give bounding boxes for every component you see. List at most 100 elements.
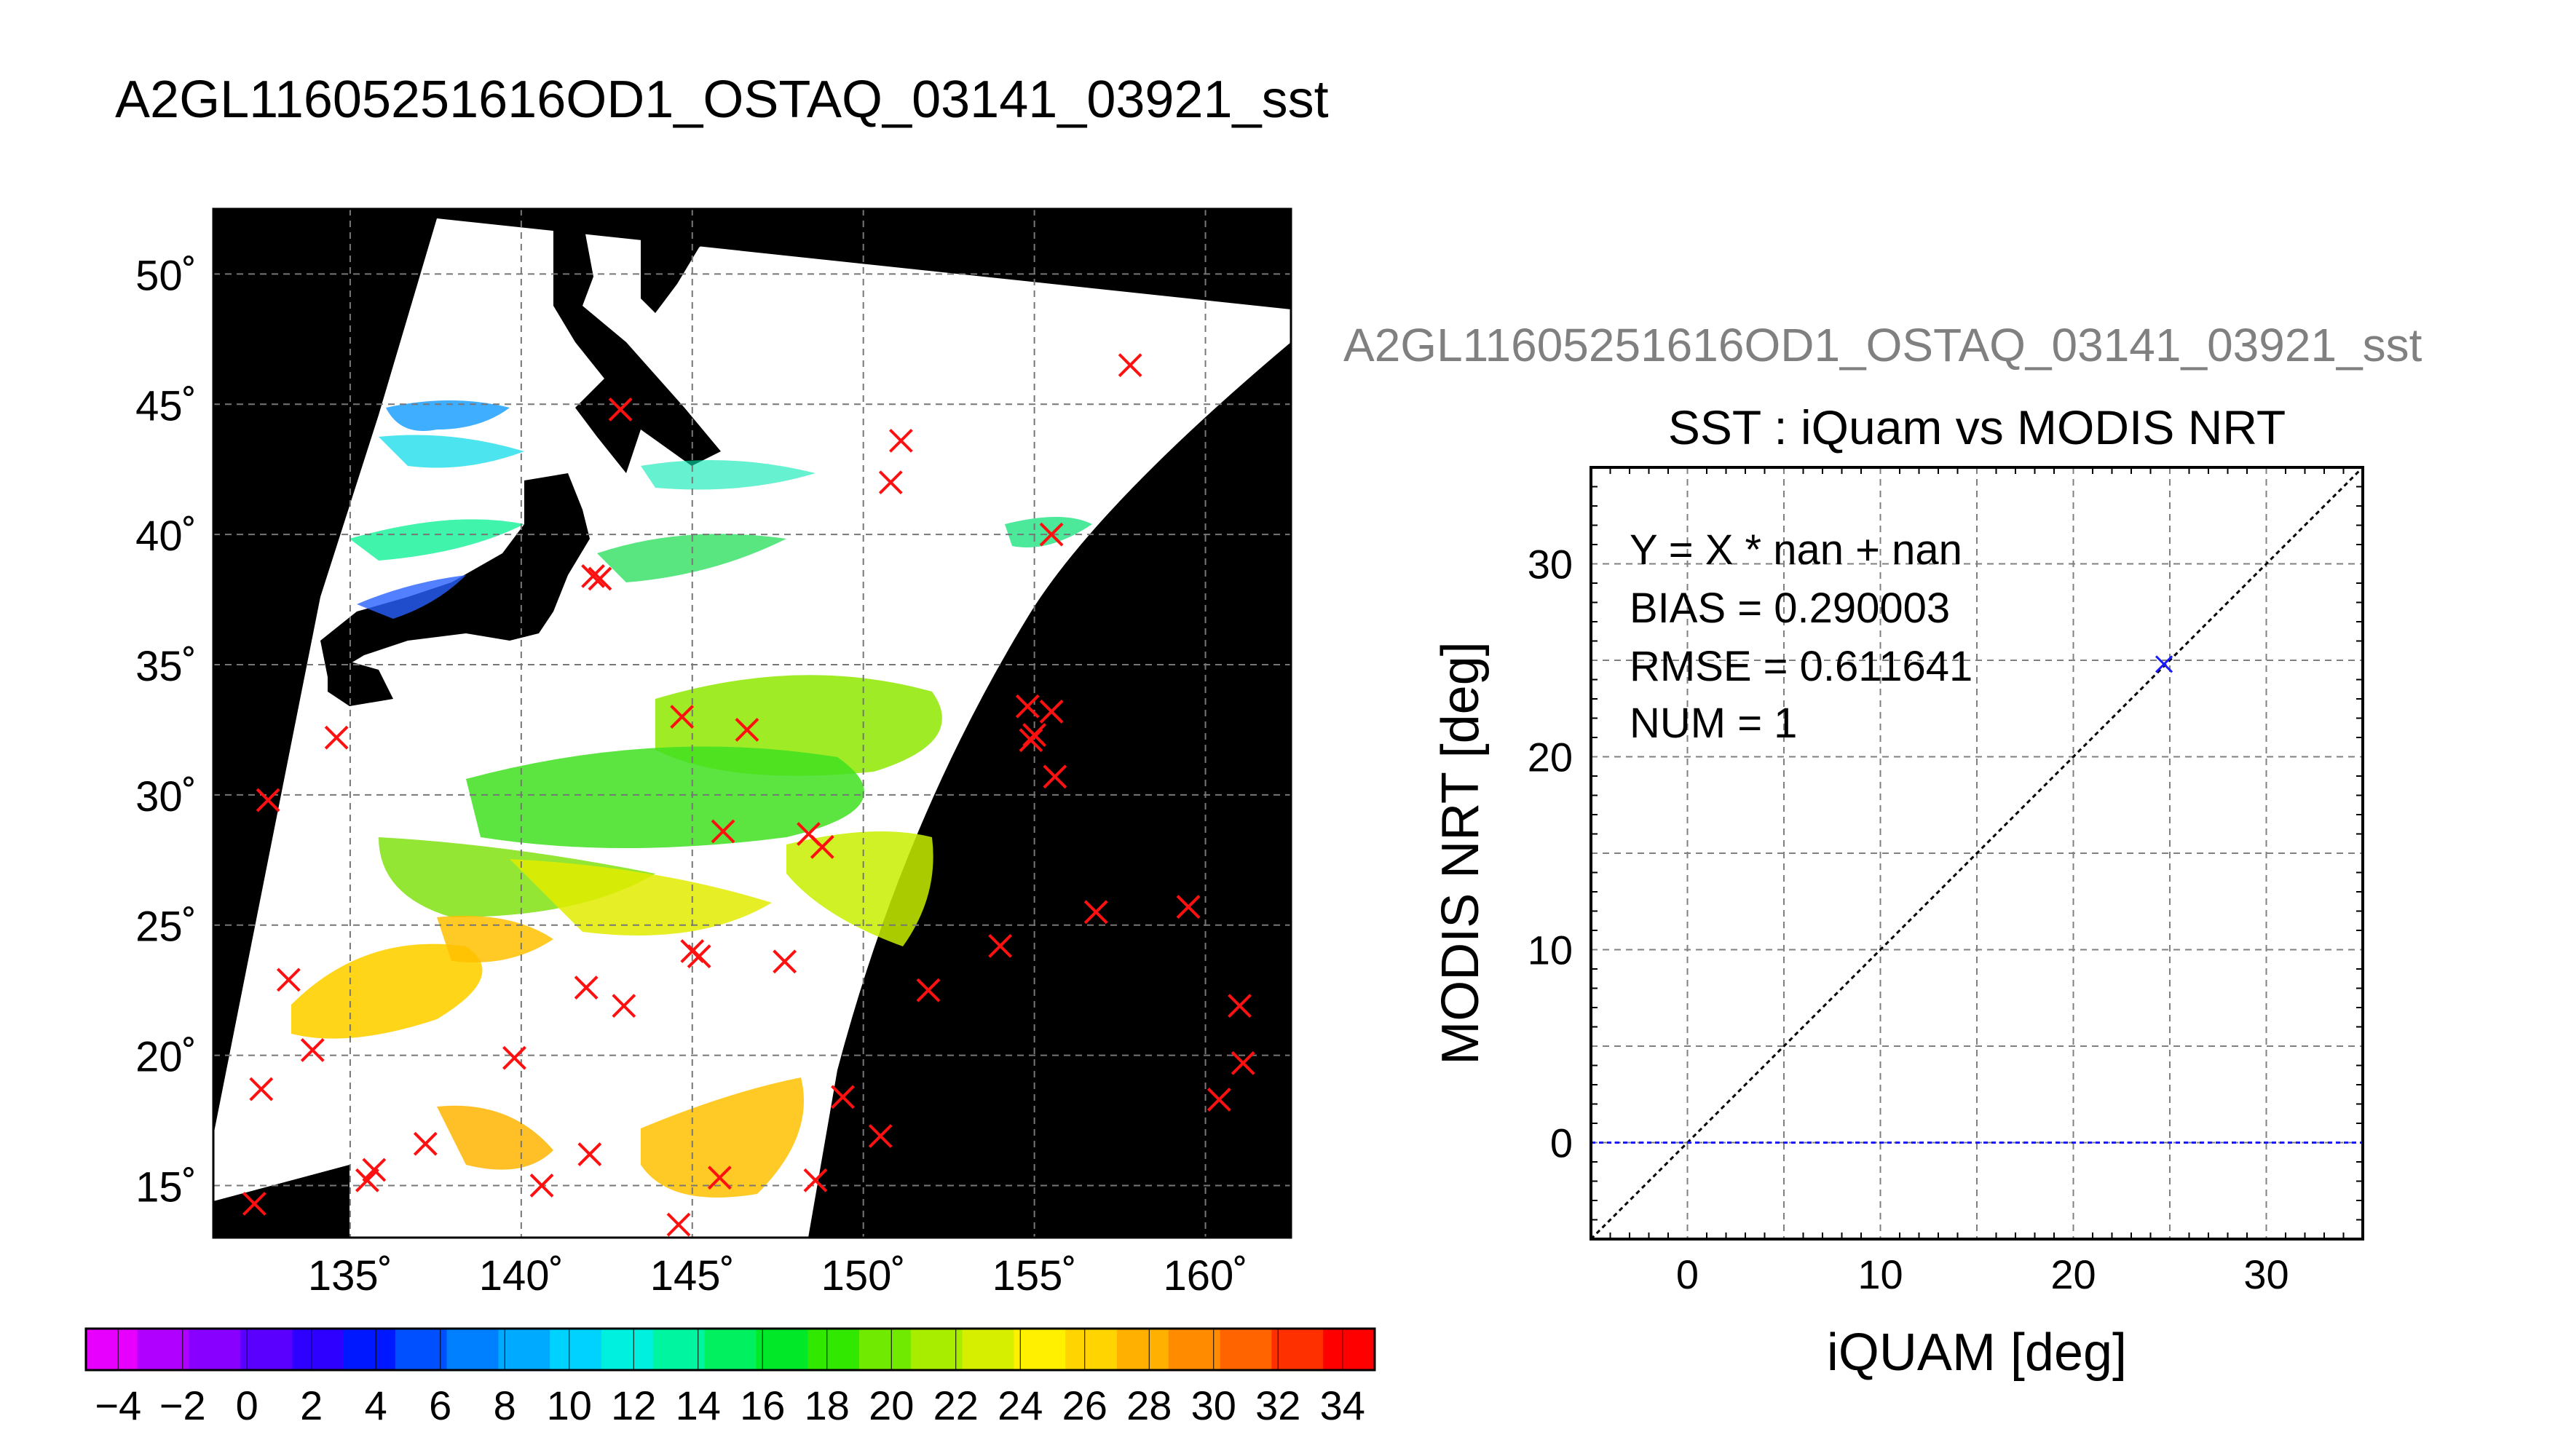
scatter-x-tick-label: 0 [1676, 1251, 1699, 1297]
colorbar-cell [704, 1329, 757, 1370]
map-lat-label: 30˚ [135, 773, 197, 820]
map-marker [355, 1168, 379, 1192]
colorbar-cell [1220, 1329, 1272, 1370]
colorbar-cells [86, 1329, 1375, 1370]
map-marker [1228, 994, 1252, 1018]
scatter-y-tick-label: 20 [1528, 735, 1573, 780]
map-marker [529, 1174, 554, 1198]
map-marker [868, 1124, 893, 1148]
colorbar-label: 16 [740, 1382, 785, 1428]
map-lat-label: 40˚ [135, 513, 197, 560]
map-marker [1039, 522, 1064, 547]
sst-cloud-patches [291, 400, 1092, 1198]
scatter-ticks: 0 10 20 30 0 10 20 30 [1528, 467, 2363, 1297]
x-axis-label: iQUAM [deg] [1827, 1324, 2127, 1382]
scatter-y-tick-label: 0 [1550, 1120, 1573, 1166]
map-marker [249, 1077, 274, 1101]
colorbar-cell [137, 1329, 190, 1370]
scatter-point [2155, 655, 2173, 673]
map-marker [1207, 1087, 1231, 1112]
map-marker [687, 944, 711, 969]
map-marker [362, 1158, 387, 1182]
map-gridlines [213, 209, 1291, 1238]
map-marker [810, 835, 834, 859]
map-lat-label: 50˚ [135, 252, 197, 299]
colorbar-label: 2 [300, 1382, 323, 1428]
sst-colorbar: −4 −2 0 2 4 6 8 10 12 14 16 18 20 22 24 26 28 30 32 34 [84, 1327, 1376, 1428]
colorbar-cell [498, 1329, 550, 1370]
scatter-points [2155, 655, 2173, 673]
colorbar-cell [859, 1329, 912, 1370]
colorbar-cell [395, 1329, 448, 1370]
map-axis-labels: 50˚ 45˚ 40˚ 35˚ 30˚ 25˚ 20˚ 15˚ 135˚ 140˚ 145˚ 150˚… [135, 252, 1247, 1299]
map-lon-label: 140˚ [479, 1252, 564, 1299]
map-marker [300, 1038, 325, 1062]
stat-bias: BIAS = 0.290003 [1630, 585, 1950, 632]
colorbar-cell [1323, 1329, 1375, 1370]
colorbar-cell [1065, 1329, 1118, 1370]
colorbar-cell [344, 1329, 396, 1370]
land-hokkaido [553, 218, 721, 473]
map-marker [1039, 699, 1064, 724]
map-marker [831, 1085, 855, 1109]
colorbar-label: 4 [365, 1382, 387, 1428]
colorbar-cell [601, 1329, 654, 1370]
colorbar-cell [1014, 1329, 1066, 1370]
land-honshu [320, 473, 590, 677]
scatter-frame [1590, 466, 2364, 1241]
map-marker [1043, 764, 1067, 789]
colorbar-label: 26 [1062, 1382, 1107, 1428]
scatter-y-tick-label: 30 [1528, 542, 1573, 587]
map-marker [413, 1131, 438, 1156]
map-marker [773, 949, 797, 974]
land-sakhalin [641, 218, 735, 313]
colorbar-label: 10 [547, 1382, 592, 1428]
land-kyushu-shikoku [328, 655, 393, 706]
map-marker [916, 978, 941, 1002]
map-buoy-markers [242, 353, 1255, 1237]
colorbar-cell [550, 1329, 602, 1370]
figure-title: A2GL11605251616OD1_OSTAQ_03141_03921_sst [115, 71, 1329, 129]
colorbar-cell [807, 1329, 860, 1370]
map-marker [324, 725, 349, 750]
map-marker [574, 976, 599, 1000]
colorbar-cell [910, 1329, 963, 1370]
identity-line [1591, 467, 2363, 1239]
map-marker [803, 1168, 828, 1192]
map-lon-label: 150˚ [821, 1252, 906, 1299]
colorbar-cell [1168, 1329, 1221, 1370]
map-marker [588, 566, 612, 591]
scatter-stats: Y = X * nan + nan BIAS = 0.290003 RMSE =… [1630, 526, 1972, 747]
scatter-gridlines [1591, 467, 2363, 1239]
scatter-header: A2GL11605251616OD1_OSTAQ_03141_03921_sst [1343, 319, 2422, 371]
colorbar-cell [1117, 1329, 1169, 1370]
map-marker [242, 1192, 266, 1216]
map-marker [1015, 694, 1040, 719]
colorbar-label: −2 [159, 1382, 206, 1428]
scatter-x-tick-label: 10 [1857, 1251, 1903, 1297]
map-lon-label: 145˚ [650, 1252, 735, 1299]
map-frame [212, 207, 1292, 1239]
map-marker [608, 397, 633, 422]
map-marker [1083, 900, 1108, 925]
map-marker [988, 933, 1013, 958]
map-marker [670, 705, 695, 729]
map-marker [888, 428, 913, 453]
colorbar-labels: −4 −2 0 2 4 6 8 10 12 14 16 18 20 22 24 26 28 30 32 34 [95, 1329, 1365, 1428]
map-lon-label: 135˚ [308, 1252, 392, 1299]
map-marker [1118, 353, 1142, 378]
stat-fit: Y = X * nan + nan [1630, 526, 1962, 574]
map-lat-label: 25˚ [135, 903, 197, 951]
map-lon-label: 160˚ [1163, 1252, 1247, 1299]
colorbar-cell [652, 1329, 706, 1370]
map-marker [735, 718, 759, 742]
map-marker [707, 1166, 732, 1190]
scatter-x-tick-label: 30 [2243, 1251, 2289, 1297]
map-marker [878, 470, 903, 495]
map-marker [577, 1142, 602, 1166]
colorbar-label: 6 [429, 1382, 451, 1428]
colorbar-label: 20 [869, 1382, 914, 1428]
map-lon-label: 155˚ [992, 1252, 1077, 1299]
colorbar-cell [240, 1329, 293, 1370]
map-marker [256, 788, 280, 812]
